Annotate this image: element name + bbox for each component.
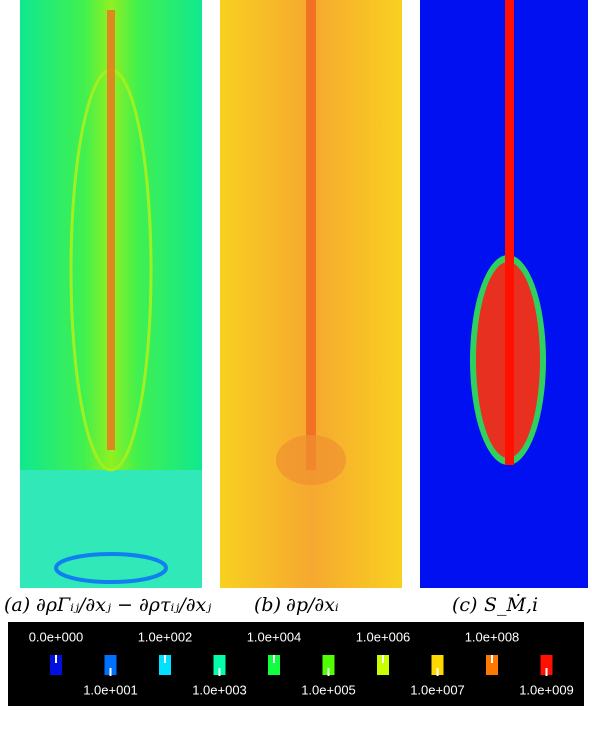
panel-c-streak — [505, 0, 514, 465]
color-swatch — [431, 655, 444, 675]
colorbar-label: 1.0e+009 — [519, 682, 574, 697]
colorbar: 0.0e+000 1.0e+001 1.0e+002 1.0e+003 1.0e+004… — [29, 629, 574, 697]
color-swatch — [268, 655, 280, 675]
colorbar-label: 1.0e+002 — [138, 629, 193, 644]
panel-label: (c) — [452, 594, 477, 616]
color-swatch — [540, 655, 553, 675]
panel-formula: ∂ρΓᵢⱼ/∂xⱼ − ∂ρτᵢⱼ/∂xⱼ — [36, 594, 211, 616]
color-swatch — [213, 655, 226, 675]
colorbar-label: 1.0e+004 — [247, 629, 302, 644]
colorbar-label: 1.0e+007 — [410, 682, 465, 697]
color-swatch — [104, 655, 117, 675]
color-swatch — [377, 655, 389, 675]
colorbar-label: 1.0e+008 — [465, 629, 520, 644]
panel-formula: ∂p/∂xᵢ — [286, 594, 339, 616]
colorbar-label: 1.0e+003 — [192, 682, 247, 697]
panel-b-core — [306, 0, 316, 470]
colorbar-label: 1.0e+001 — [83, 682, 138, 697]
panel-label: (a) — [4, 594, 30, 616]
color-swatch — [50, 655, 62, 675]
captions: (a) ∂ρΓᵢⱼ/∂xⱼ − ∂ρτᵢⱼ/∂xⱼ (b) ∂p/∂xᵢ (c) S_Ṁ,… — [4, 593, 538, 616]
panel-b-blob — [276, 435, 346, 485]
colorbar-label: 0.0e+000 — [29, 629, 84, 644]
color-swatch — [159, 655, 171, 675]
color-swatch — [486, 655, 498, 675]
panel-label: (b) — [254, 594, 281, 616]
colorbar-label: 1.0e+005 — [301, 682, 356, 697]
panel-a-core — [107, 10, 115, 450]
panel-a-ring — [54, 552, 168, 584]
color-swatch — [322, 655, 335, 675]
panel-formula: S_Ṁ,i — [484, 593, 538, 616]
panel-a-bottom — [20, 470, 202, 588]
colorbar-label: 1.0e+006 — [356, 629, 411, 644]
